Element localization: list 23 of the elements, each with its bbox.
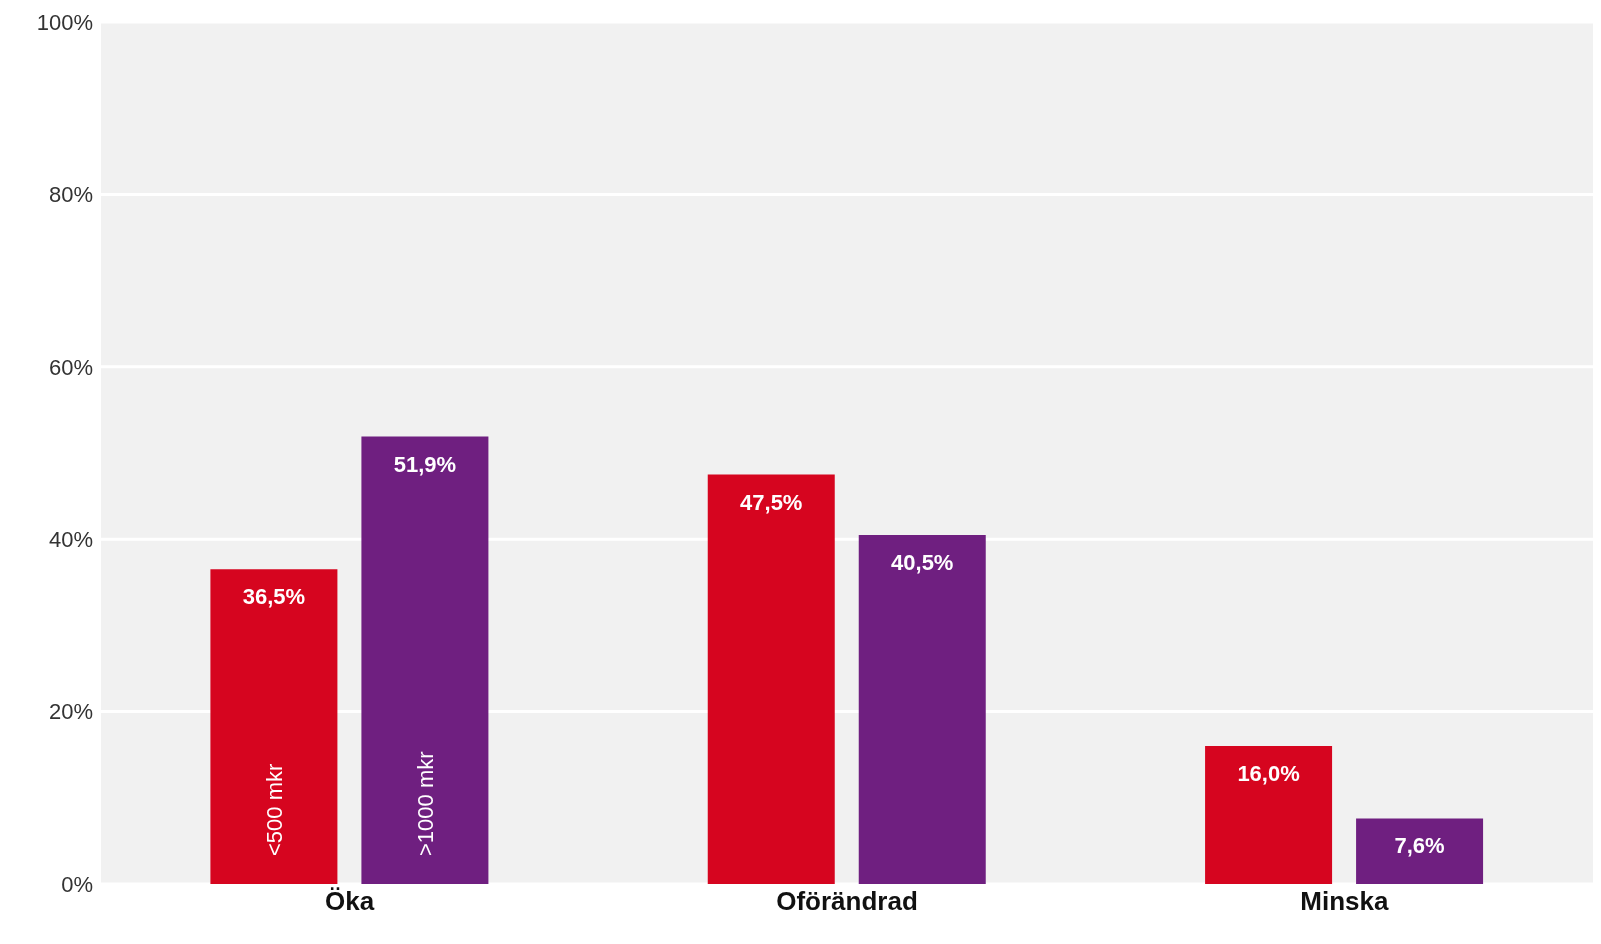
data-label: 40,5% bbox=[891, 549, 954, 575]
y-tick-label: 80% bbox=[48, 182, 93, 208]
bar bbox=[1205, 746, 1333, 884]
x-tick-label: Minska bbox=[1300, 886, 1389, 917]
y-tick-label: 40% bbox=[48, 527, 93, 553]
data-label: 47,5% bbox=[740, 489, 803, 515]
y-tick-label: 100% bbox=[36, 9, 93, 35]
x-tick-label: Oförändrad bbox=[776, 886, 918, 917]
bar bbox=[707, 474, 835, 884]
y-tick-label: 60% bbox=[48, 354, 93, 380]
bar bbox=[361, 436, 489, 884]
bar bbox=[858, 534, 986, 884]
y-tick-label: 20% bbox=[48, 699, 93, 725]
data-label: 51,9% bbox=[393, 451, 457, 477]
data-label: 7,6% bbox=[1394, 833, 1445, 859]
bar bbox=[1356, 818, 1484, 884]
data-label: 36,5% bbox=[242, 584, 306, 610]
data-label: 16,0% bbox=[1237, 761, 1300, 787]
bar bbox=[210, 569, 338, 884]
x-tick-label: Öka bbox=[325, 886, 375, 917]
y-tick-label: 0% bbox=[61, 871, 93, 897]
series-label: <500 mkr bbox=[261, 763, 287, 856]
series-label: >1000 mkr bbox=[412, 751, 438, 856]
